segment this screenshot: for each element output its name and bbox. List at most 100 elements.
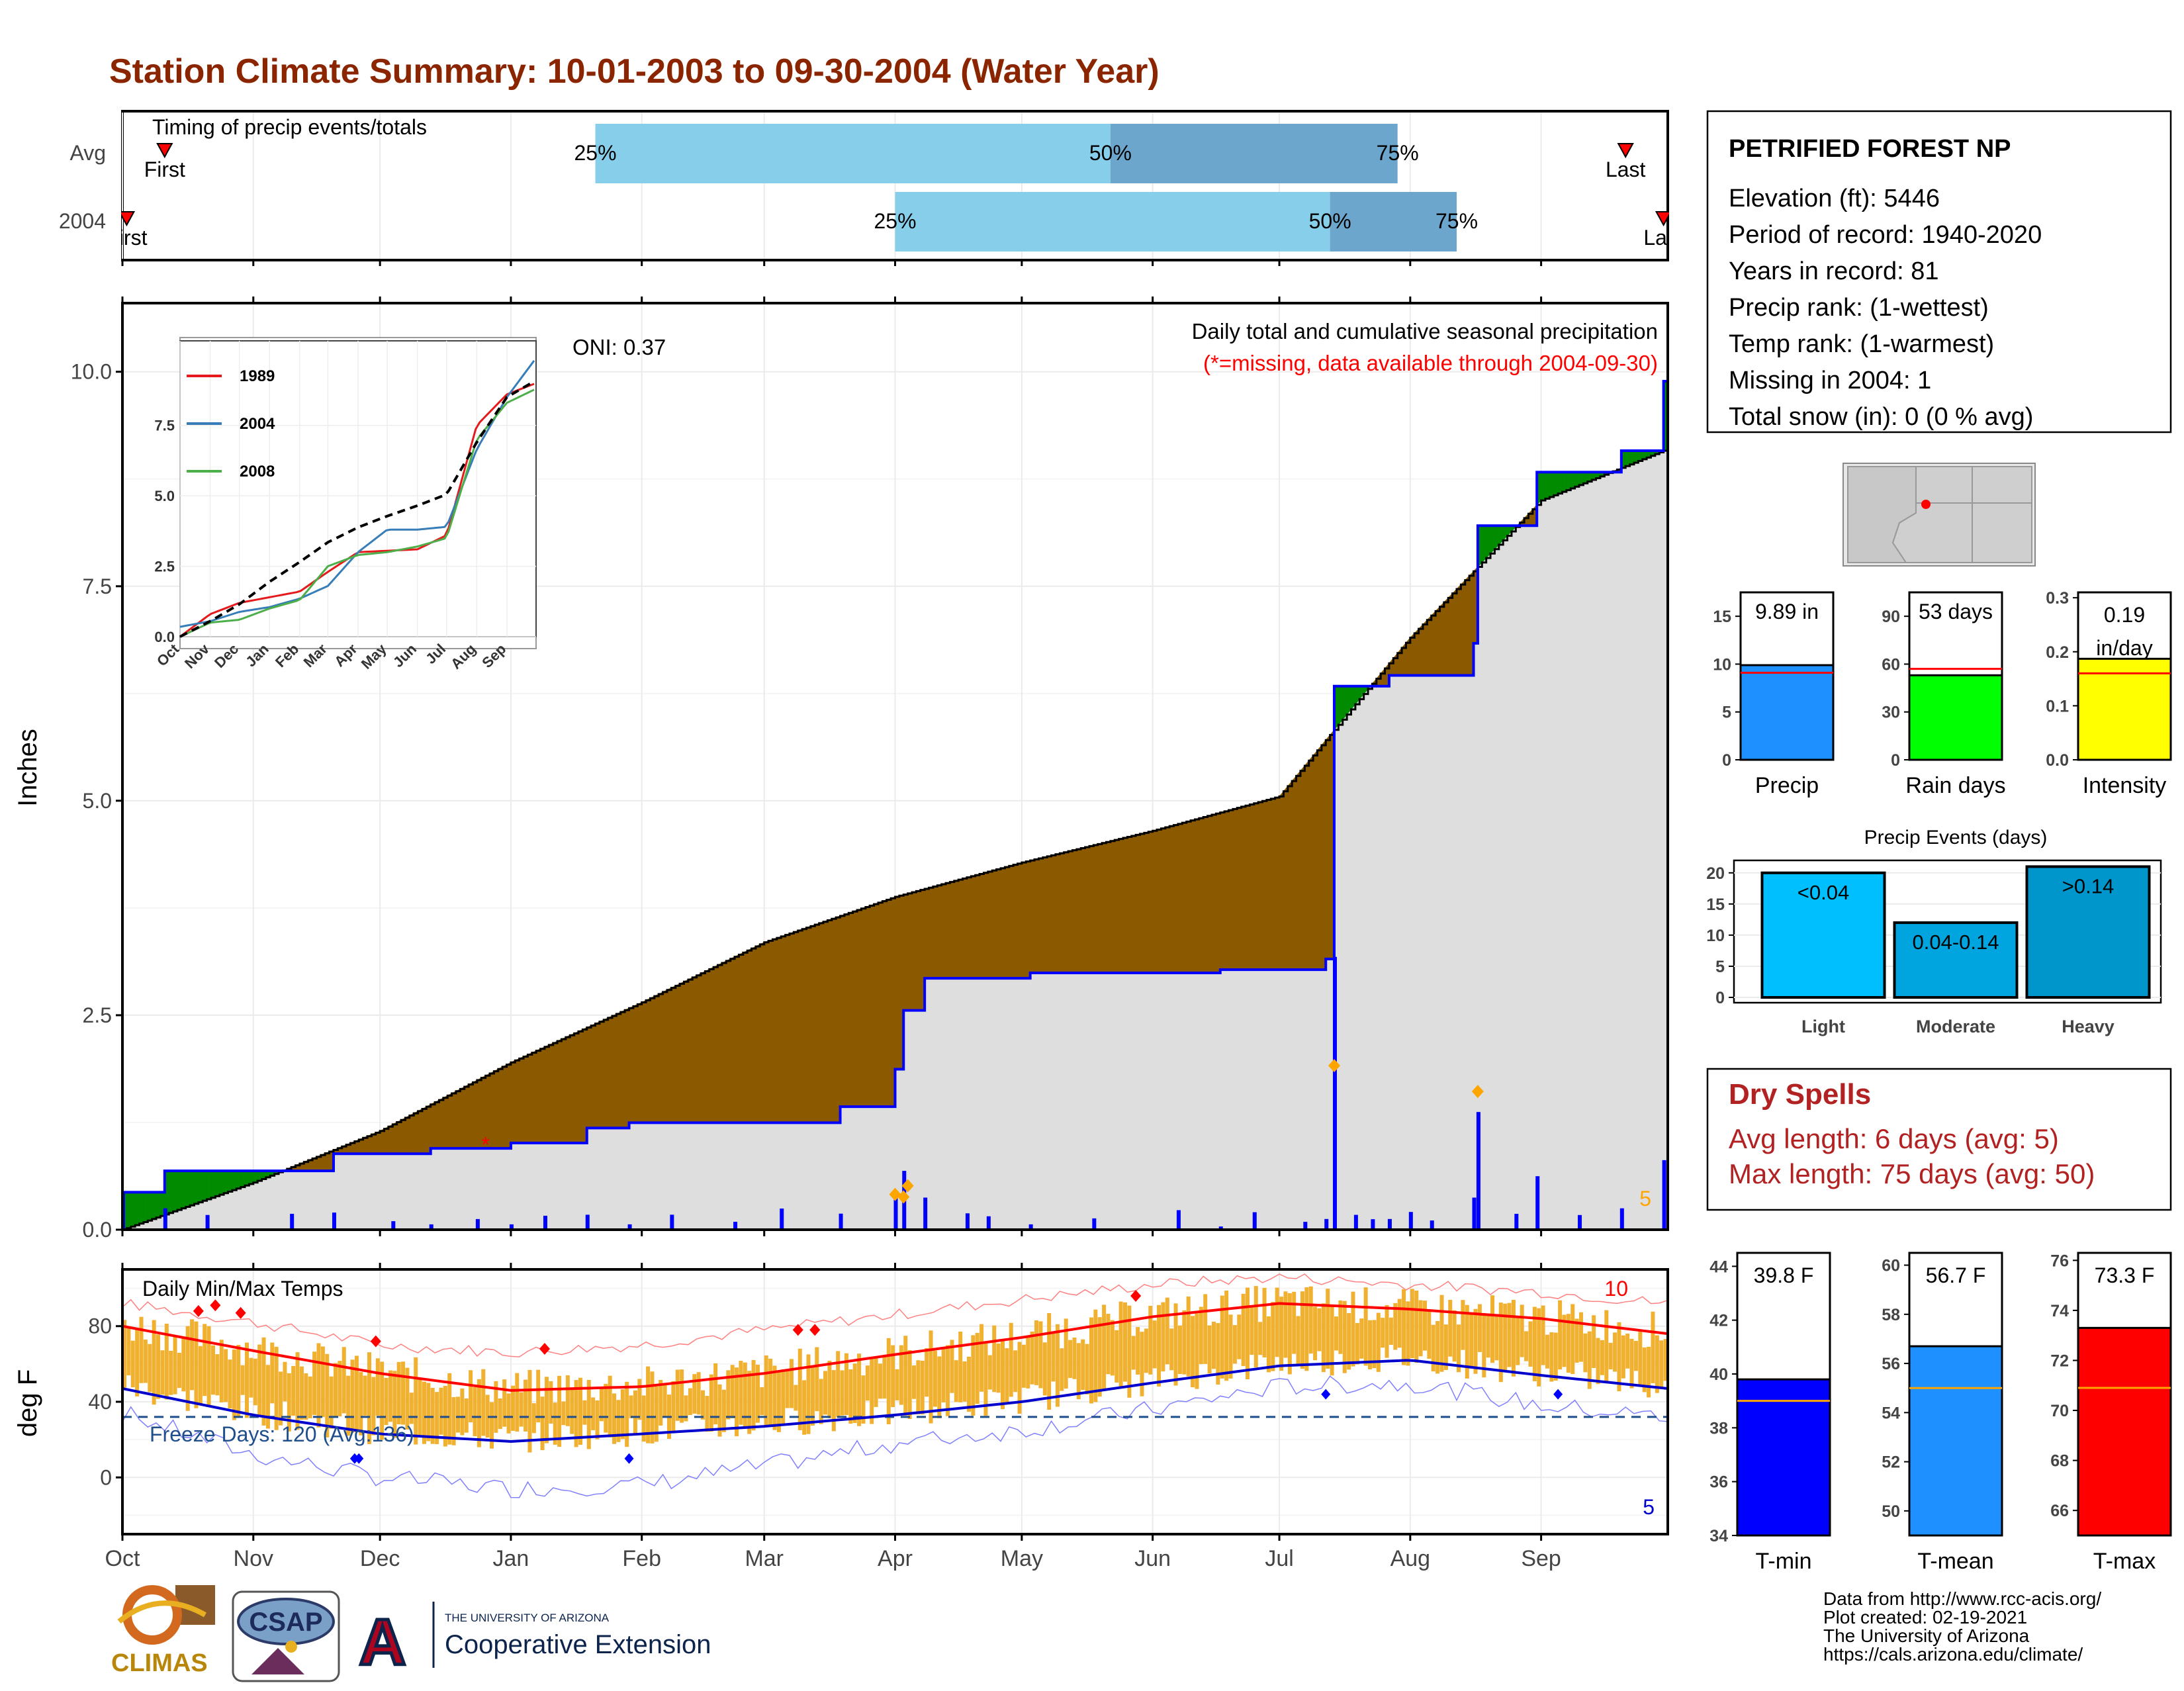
precip-departure-segment bbox=[477, 1077, 482, 1149]
daily-temp-range-bar bbox=[1097, 1317, 1102, 1397]
temp-bar-ytick-label: 40 bbox=[1709, 1365, 1728, 1384]
precip-departure-segment bbox=[1224, 809, 1229, 970]
daily-temp-range-bar bbox=[1410, 1289, 1414, 1359]
inset-ytick-label: 7.5 bbox=[154, 418, 175, 434]
daily-temp-range-bar bbox=[764, 1355, 768, 1426]
record-high-marker bbox=[193, 1304, 204, 1317]
daily-temp-range-bar bbox=[1157, 1304, 1161, 1387]
precip-departure-segment bbox=[696, 973, 702, 1123]
daily-temp-range-bar bbox=[633, 1390, 637, 1435]
record-high-marker bbox=[539, 1343, 550, 1355]
precip-departure-segment bbox=[869, 903, 875, 1107]
inset-legend-label: 2004 bbox=[240, 415, 275, 433]
precip-departure-segment bbox=[451, 1091, 457, 1149]
daily-temp-range-bar bbox=[1250, 1305, 1254, 1355]
precip-departure-segment bbox=[1059, 852, 1065, 974]
daily-temp-range-bar bbox=[447, 1373, 452, 1445]
daily-temp-range-bar bbox=[490, 1402, 494, 1449]
precip-departure-segment bbox=[1250, 803, 1255, 970]
daily-temp-range-bar bbox=[1224, 1291, 1229, 1381]
precip-departure-segment bbox=[991, 869, 997, 979]
daily-temp-range-bar bbox=[316, 1343, 321, 1428]
daily-temp-range-bar bbox=[392, 1371, 397, 1438]
temp-bar-value bbox=[1736, 1378, 1831, 1537]
daily-temp-range-bar bbox=[1368, 1320, 1373, 1369]
daily-temp-range-bar bbox=[460, 1388, 465, 1436]
daily-temp-range-bar bbox=[430, 1387, 435, 1444]
daily-temp-range-bar bbox=[396, 1361, 401, 1425]
precip-departure-segment bbox=[675, 983, 680, 1123]
precip-departure-segment bbox=[1557, 471, 1563, 494]
daily-temp-range-bar bbox=[1431, 1324, 1435, 1372]
daily-temp-range-bar bbox=[1326, 1289, 1330, 1369]
daily-temp-range-bar bbox=[1246, 1287, 1250, 1380]
daily-temp-range-bar bbox=[215, 1354, 220, 1396]
daily-temp-range-bar bbox=[156, 1334, 161, 1399]
daily-temp-range-bar bbox=[1191, 1316, 1195, 1388]
precip-departure-segment bbox=[743, 950, 748, 1123]
temp-frame bbox=[121, 1268, 1669, 1535]
daily-temp-range-bar bbox=[320, 1346, 325, 1418]
precip-departure-segment bbox=[152, 1192, 157, 1220]
daily-temp-range-bar bbox=[481, 1369, 486, 1436]
daily-temp-range-bar bbox=[768, 1358, 773, 1426]
daily-temp-range-bar bbox=[1347, 1312, 1351, 1370]
daily-precip-bar bbox=[1218, 1226, 1223, 1230]
timing-row-label-avg: Avg bbox=[69, 141, 106, 165]
timing-label-50: 50% bbox=[1089, 141, 1132, 165]
record-high-line bbox=[122, 1273, 1668, 1357]
daily-precip-bar bbox=[1472, 1197, 1477, 1230]
daily-temp-range-bar bbox=[1604, 1310, 1609, 1381]
precip-departure-segment bbox=[1460, 579, 1466, 676]
precip-departure-segment bbox=[666, 987, 672, 1123]
daily-temp-range-bar bbox=[1283, 1291, 1288, 1358]
daily-temp-range-bar bbox=[1516, 1316, 1520, 1365]
daily-temp-range-bar bbox=[1118, 1301, 1123, 1387]
precip-departure-segment bbox=[713, 964, 718, 1123]
precip-departure-segment bbox=[147, 1192, 153, 1221]
daily-temp-range-bar bbox=[506, 1393, 511, 1434]
temp-bar-value-label: 73.3 F bbox=[2095, 1263, 2155, 1287]
precip-departure-segment bbox=[793, 930, 799, 1123]
daily-temp-range-bar bbox=[1005, 1348, 1009, 1403]
precip-events-chart: Precip Events (days) 05101520<0.04Light0… bbox=[1706, 827, 2162, 1036]
daily-temp-range-bar bbox=[671, 1381, 676, 1432]
summary-bar-ytick-label: 0.2 bbox=[2046, 643, 2069, 662]
daily-temp-range-bar bbox=[523, 1379, 528, 1432]
daily-temp-range-bar bbox=[1621, 1335, 1625, 1379]
precip-departure-segment bbox=[473, 1079, 478, 1149]
daily-temp-range-bar bbox=[422, 1381, 426, 1444]
daily-precip-bar bbox=[332, 1212, 336, 1230]
temp-ytick-label: 0 bbox=[100, 1465, 112, 1489]
precip-departure-segment bbox=[544, 1044, 549, 1144]
temp-bar-value bbox=[2077, 1326, 2172, 1537]
daily-precip-bar bbox=[1324, 1218, 1329, 1230]
temp-bar-ytick-label: 72 bbox=[2050, 1351, 2069, 1370]
temp-month-label: May bbox=[1001, 1546, 1043, 1571]
daily-temp-range-bar bbox=[1089, 1317, 1093, 1404]
daily-precip-bar bbox=[986, 1216, 991, 1230]
daily-temp-range-bar bbox=[717, 1384, 722, 1437]
climas-logo-text: CLIMAS bbox=[111, 1649, 208, 1677]
precip-departure-segment bbox=[785, 933, 790, 1123]
last-event-marker bbox=[1655, 211, 1672, 227]
daily-temp-range-bar bbox=[122, 1320, 126, 1388]
precip-departure-segment bbox=[206, 1170, 212, 1200]
daily-temp-range-bar bbox=[1545, 1334, 1549, 1369]
daily-temp-range-bar bbox=[815, 1347, 819, 1412]
daily-precip-bar bbox=[1408, 1212, 1413, 1230]
precip-departure-segment bbox=[494, 1068, 499, 1149]
daily-temp-range-bar bbox=[1452, 1310, 1457, 1362]
precip-departure-segment bbox=[1038, 856, 1044, 974]
daily-temp-range-bar bbox=[1203, 1294, 1208, 1364]
daily-temp-range-bar bbox=[1275, 1287, 1279, 1357]
daily-temp-range-bar bbox=[646, 1366, 651, 1443]
precip-departure-segment bbox=[658, 991, 664, 1123]
precip-departure-segment bbox=[134, 1192, 140, 1226]
precip-departure-segment bbox=[1118, 837, 1124, 974]
daily-precip-bar bbox=[163, 1208, 167, 1230]
temp-month-label: Sep bbox=[1521, 1546, 1561, 1571]
precip-departure-segment bbox=[996, 868, 1001, 979]
precip-departure-segment bbox=[1253, 801, 1259, 970]
precip-departure-segment bbox=[1270, 797, 1276, 970]
